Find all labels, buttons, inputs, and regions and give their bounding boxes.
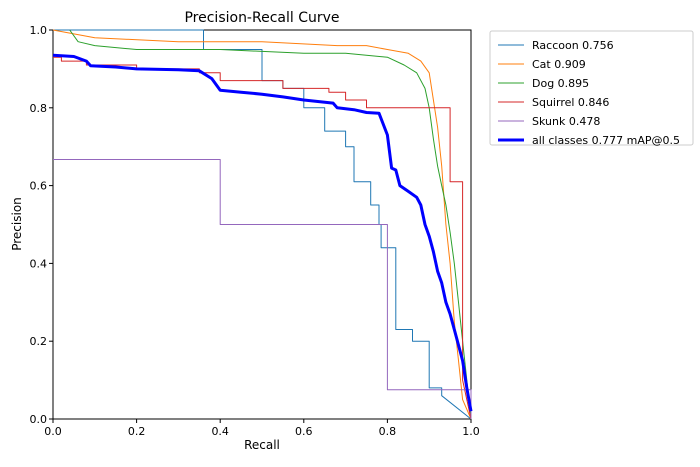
y-tick-label: 1.0	[30, 24, 48, 37]
series-line-1	[52, 29, 472, 420]
chart-title: Precision-Recall Curve	[184, 10, 339, 26]
legend-label: Skunk 0.478	[532, 115, 600, 128]
legend-label: all classes 0.777 mAP@0.5	[532, 134, 680, 147]
legend-frame	[489, 30, 694, 146]
series-line-4	[53, 159, 472, 419]
legend-label: Raccoon 0.756	[532, 39, 614, 52]
y-tick-label: 0.2	[30, 335, 48, 348]
x-tick-label: 0.8	[379, 425, 397, 438]
y-tick-label: 0.0	[30, 413, 48, 426]
x-axis-ticks: 0.0 0.2 0.4 0.6 0.8 1.0	[44, 419, 480, 438]
x-tick-label: 0.4	[211, 425, 229, 438]
y-tick-label: 0.6	[30, 180, 48, 193]
series-line-2	[69, 29, 472, 420]
y-axis-ticks: 0.0 0.2 0.4 0.6 0.8 1.0	[30, 24, 53, 426]
legend-label: Squirrel 0.846	[532, 96, 609, 109]
x-tick-label: 0.0	[44, 425, 62, 438]
x-tick-label: 0.2	[128, 425, 146, 438]
x-axis-label: Recall	[244, 438, 280, 452]
x-tick-label: 0.6	[295, 425, 313, 438]
x-tick-label: 1.0	[462, 425, 480, 438]
plot-area	[52, 29, 473, 420]
y-tick-label: 0.4	[30, 257, 48, 270]
legend-label: Cat 0.909	[532, 58, 586, 71]
y-axis-label: Precision	[10, 197, 24, 251]
series-line-5	[52, 53, 473, 412]
legend: Raccoon 0.756 Cat 0.909 Dog 0.895 Squirrel …	[489, 30, 694, 147]
series-layer	[52, 29, 473, 420]
plot-frame	[52, 29, 472, 420]
legend-items: Raccoon 0.756 Cat 0.909 Dog 0.895 Squirrel …	[498, 39, 680, 147]
series-line-3	[53, 56, 472, 420]
legend-label: Dog 0.895	[532, 77, 589, 90]
y-tick-label: 0.8	[30, 102, 48, 115]
